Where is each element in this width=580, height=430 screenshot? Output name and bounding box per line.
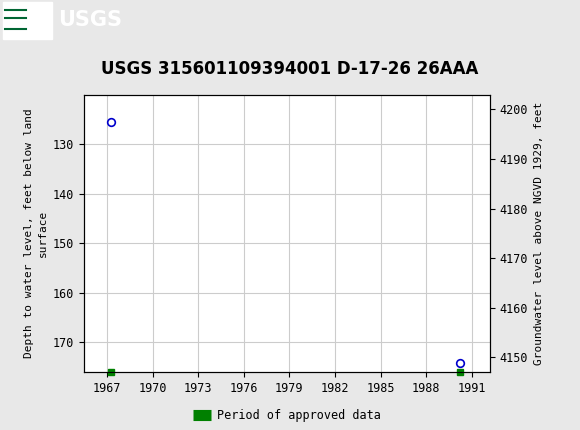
Text: USGS 315601109394001 D-17-26 26AAA: USGS 315601109394001 D-17-26 26AAA — [102, 60, 478, 78]
Y-axis label: Depth to water level, feet below land
surface: Depth to water level, feet below land su… — [24, 108, 48, 358]
Legend: Period of approved data: Period of approved data — [188, 405, 386, 427]
Y-axis label: Groundwater level above NGVD 1929, feet: Groundwater level above NGVD 1929, feet — [534, 101, 544, 365]
Bar — [3, 2, 52, 39]
Text: USGS: USGS — [58, 10, 122, 31]
